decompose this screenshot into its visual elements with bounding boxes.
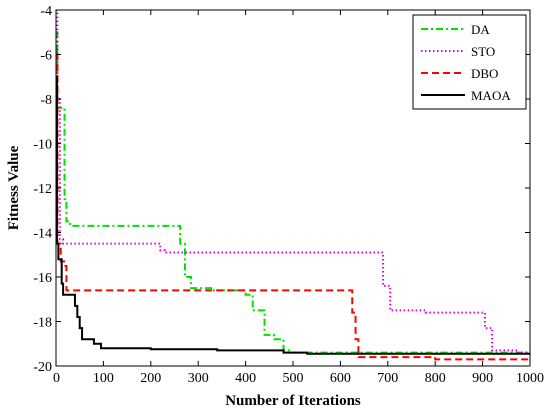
series-line-da <box>56 31 530 354</box>
series-layer <box>56 10 530 361</box>
legend-label-da: DA <box>471 22 490 37</box>
x-tick-label: 400 <box>235 371 256 386</box>
y-tick-label: -18 <box>33 316 52 331</box>
legend-label-maoa: MAOA <box>471 88 511 103</box>
y-tick-label: -10 <box>33 138 52 153</box>
ticks-layer: 0 100 200 300 400 500 600 700 800 900 1000 -4 -6 -8 -1… <box>33 4 544 386</box>
y-tick-label: -14 <box>33 227 52 242</box>
y-tick-label: -6 <box>40 49 52 64</box>
x-tick-label: 700 <box>377 371 398 386</box>
x-tick-label: 300 <box>188 371 209 386</box>
x-tick-label: 500 <box>283 371 304 386</box>
series-line-maoa <box>56 75 530 355</box>
x-tick-label: 900 <box>472 371 493 386</box>
y-tick-label: -16 <box>33 271 52 286</box>
y-tick-label: -8 <box>40 93 52 108</box>
legend: DA STO DBO MAOA <box>412 14 527 110</box>
x-tick-label: 0 <box>53 371 60 386</box>
legend-box <box>412 14 527 110</box>
series-line-dbo <box>56 53 530 361</box>
legend-label-sto: STO <box>471 44 495 59</box>
y-tick-label: -4 <box>40 4 52 19</box>
legend-label-dbo: DBO <box>471 66 498 81</box>
x-axis-title: Number of Iterations <box>225 393 361 409</box>
x-tick-label: 600 <box>330 371 351 386</box>
x-tick-label: 100 <box>93 371 114 386</box>
x-tick-label: 200 <box>140 371 161 386</box>
y-tick-label: -20 <box>33 360 52 375</box>
y-tick-label: -12 <box>33 182 52 197</box>
y-axis-title: Fitness Value <box>6 145 22 230</box>
x-tick-label: 800 <box>425 371 446 386</box>
x-tick-label: 1000 <box>516 371 544 386</box>
